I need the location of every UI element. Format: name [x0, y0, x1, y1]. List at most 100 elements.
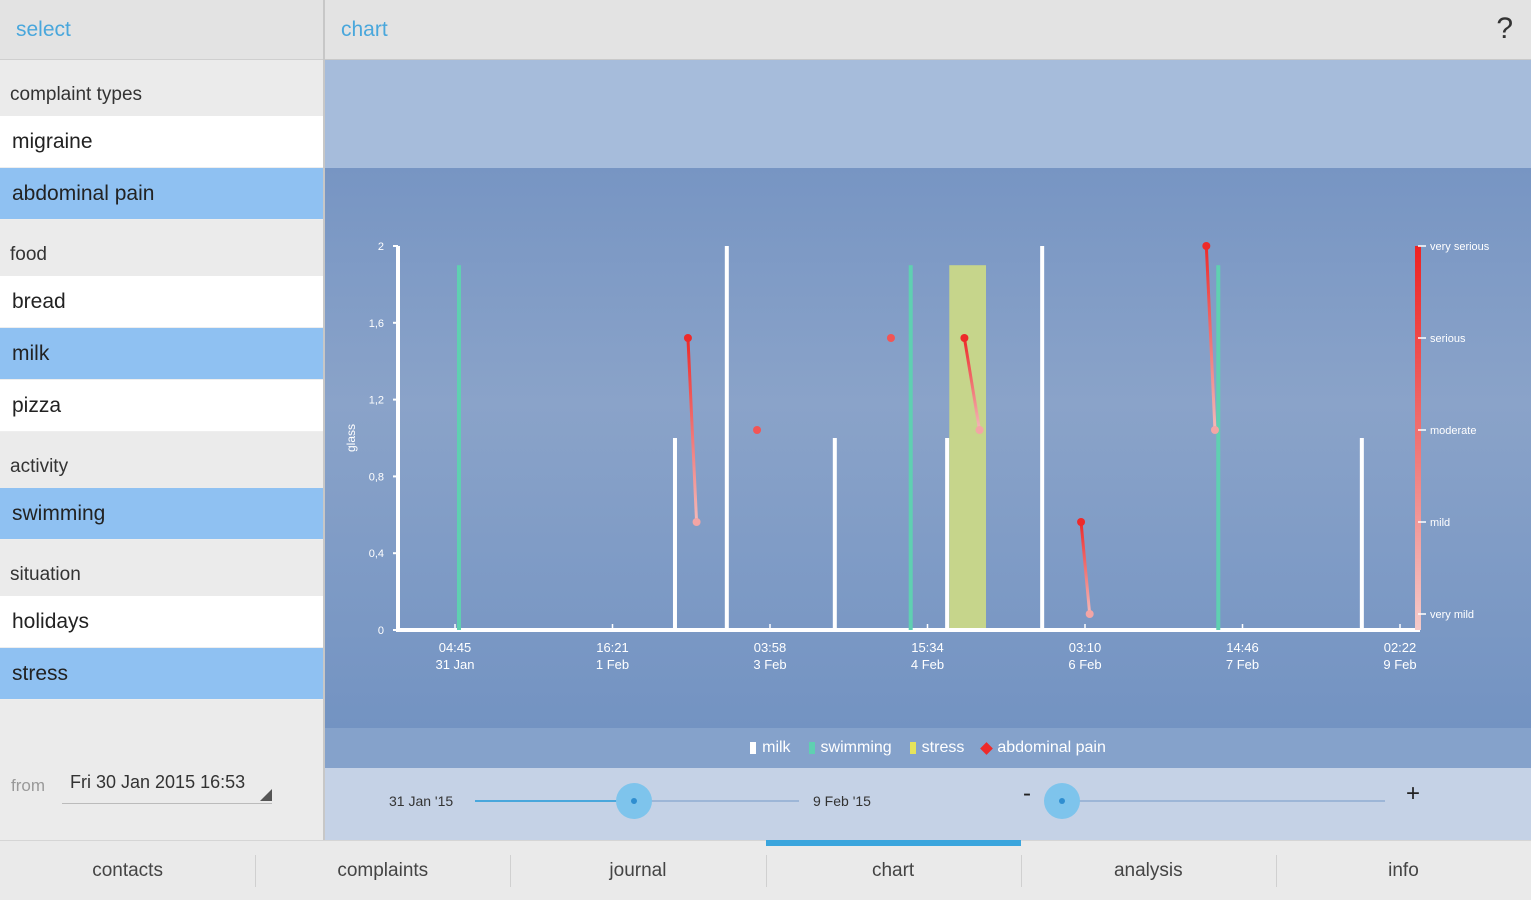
abdominal-pain-point	[1210, 426, 1219, 434]
severity-tick-label: very serious	[1430, 241, 1490, 253]
abdominal-pain-point	[683, 334, 692, 342]
tab-complaints[interactable]: complaints	[255, 841, 510, 900]
x-tick-time-label: 14:46	[1226, 640, 1259, 655]
legend-item-stress[interactable]: stress	[909, 739, 965, 757]
legend-swatch-stress	[909, 742, 916, 754]
abdominal-pain-line	[962, 336, 982, 432]
x-tick-time-label: 03:58	[754, 640, 787, 655]
milk-bar	[1040, 246, 1045, 630]
section-heading-complaint-types: complaint types	[10, 84, 143, 105]
section-heading-situation: situation	[10, 564, 81, 585]
zoom-out-button[interactable]: -	[1023, 780, 1031, 807]
list-item-milk[interactable]: milk	[0, 328, 323, 380]
abdominal-pain-point	[886, 334, 895, 342]
x-tick-time-label: 04:45	[439, 640, 472, 655]
severity-axis-bar	[1415, 246, 1421, 630]
list-item-migraine[interactable]: migraine	[0, 116, 323, 168]
tab-analysis[interactable]: analysis	[1020, 841, 1276, 900]
tab-contacts[interactable]: contacts	[92, 859, 163, 881]
chart-title: chart	[341, 18, 388, 41]
from-date-picker[interactable]: Fri 30 Jan 2015 16:53	[62, 766, 272, 804]
y-tick-label: 0,8	[369, 471, 384, 483]
x-tick-date-label: 1 Feb	[596, 657, 629, 672]
milk-bar	[945, 438, 950, 630]
milk-bar	[724, 246, 729, 630]
legend-diamond-icon	[980, 741, 994, 755]
abdominal-pain-line	[686, 336, 699, 524]
from-date-row: from Fri 30 Jan 2015 16:53	[0, 760, 323, 810]
list-item-bread[interactable]: bread	[0, 276, 323, 328]
tab-journal[interactable]: journal	[510, 841, 765, 900]
list-item-abdominal-pain[interactable]: abdominal pain	[0, 168, 323, 220]
abdominal-pain-line	[1204, 244, 1217, 432]
legend-swatch-milk	[750, 742, 757, 754]
abdominal-pain-point	[1202, 242, 1211, 250]
select-panel: select complaint types migraine abdomina…	[0, 0, 323, 840]
range-end-label: 9 Feb '15	[813, 793, 871, 809]
abdominal-pain-point	[1077, 518, 1086, 526]
x-tick-date-label: 9 Feb	[1383, 657, 1416, 672]
legend-label-milk: milk	[762, 739, 791, 756]
x-tick-time-label: 02:22	[1384, 640, 1417, 655]
legend-item-swimming[interactable]: swimming	[808, 739, 892, 757]
zoom-slider-thumb[interactable]	[1044, 783, 1080, 819]
x-tick-time-label: 16:21	[596, 640, 629, 655]
chart-area: 0 0,4 0,8 1,2 1,6 2 glass 04:45 31 Jan 16:21 1 Feb…	[325, 60, 1531, 840]
help-button[interactable]: ?	[1496, 12, 1513, 45]
abdominal-pain-point	[1085, 610, 1094, 618]
y-axis-label: glass	[344, 424, 358, 452]
abdominal-pain-point	[692, 518, 701, 526]
bottom-tab-bar: contacts complaints journal chart analys…	[0, 840, 1531, 900]
legend-swatch-swimming	[808, 742, 815, 754]
legend-label-swimming: swimming	[820, 739, 892, 756]
list-item-pizza[interactable]: pizza	[0, 380, 323, 432]
abdominal-pain-line	[1079, 520, 1092, 616]
chart-top-band	[325, 60, 1531, 168]
chart-plot[interactable]: 0 0,4 0,8 1,2 1,6 2 glass 04:45 31 Jan 16:21 1 Feb…	[325, 168, 1531, 728]
list-item-swimming[interactable]: swimming	[0, 488, 323, 540]
range-slider-thumb[interactable]	[615, 783, 652, 819]
y-tick-label: 0,4	[369, 548, 384, 560]
swimming-bar	[456, 265, 461, 630]
swimming-bar	[1216, 265, 1221, 630]
section-heading-activity: activity	[10, 456, 69, 477]
select-title: select	[16, 17, 71, 41]
range-slider-fill	[475, 800, 634, 802]
section-heading-food: food	[10, 244, 47, 265]
legend-label-stress: stress	[921, 739, 965, 756]
milk-bar	[672, 438, 677, 630]
y-tick-label: 0	[378, 625, 384, 637]
chart-header: chart ?	[325, 0, 1531, 60]
x-tick-time-label: 15:34	[911, 640, 944, 655]
legend-item-abdominal-pain[interactable]: abdominal pain	[980, 739, 1106, 757]
y-tick-label: 1,2	[369, 395, 384, 407]
severity-tick-label: mild	[1430, 517, 1450, 529]
stress-range-bar	[949, 265, 987, 630]
tab-chart[interactable]: chart	[765, 840, 1021, 900]
abdominal-pain-point	[975, 426, 984, 434]
abdominal-pain-point	[960, 334, 969, 342]
slider-row: 31 Jan '15 9 Feb '15 - +	[325, 768, 1531, 840]
x-tick-date-label: 7 Feb	[1226, 657, 1259, 672]
list-item-stress[interactable]: stress	[0, 648, 323, 700]
select-header: select	[0, 0, 323, 60]
x-tick-date-label: 4 Feb	[911, 657, 944, 672]
list-item-holidays[interactable]: holidays	[0, 596, 323, 648]
zoom-slider-track[interactable]	[1062, 800, 1385, 802]
legend-item-milk[interactable]: milk	[750, 739, 791, 757]
x-tick-time-label: 03:10	[1069, 640, 1102, 655]
y-tick-label: 1,6	[369, 318, 384, 330]
panel-divider	[323, 0, 325, 840]
tab-info[interactable]: info	[1275, 841, 1531, 900]
range-start-label: 31 Jan '15	[389, 793, 454, 809]
x-tick-date-label: 31 Jan	[435, 657, 474, 672]
legend-label-abdominal-pain: abdominal pain	[997, 739, 1106, 756]
swimming-bar	[908, 265, 913, 630]
chart-legend: milk swimming stress abdominal pain	[325, 728, 1531, 768]
severity-tick-label: very mild	[1430, 609, 1474, 621]
zoom-in-button[interactable]: +	[1406, 780, 1421, 807]
dropdown-corner-icon	[260, 789, 272, 801]
abdominal-pain-point	[753, 426, 762, 434]
from-label: from	[11, 776, 45, 795]
plot-background	[325, 168, 1531, 728]
